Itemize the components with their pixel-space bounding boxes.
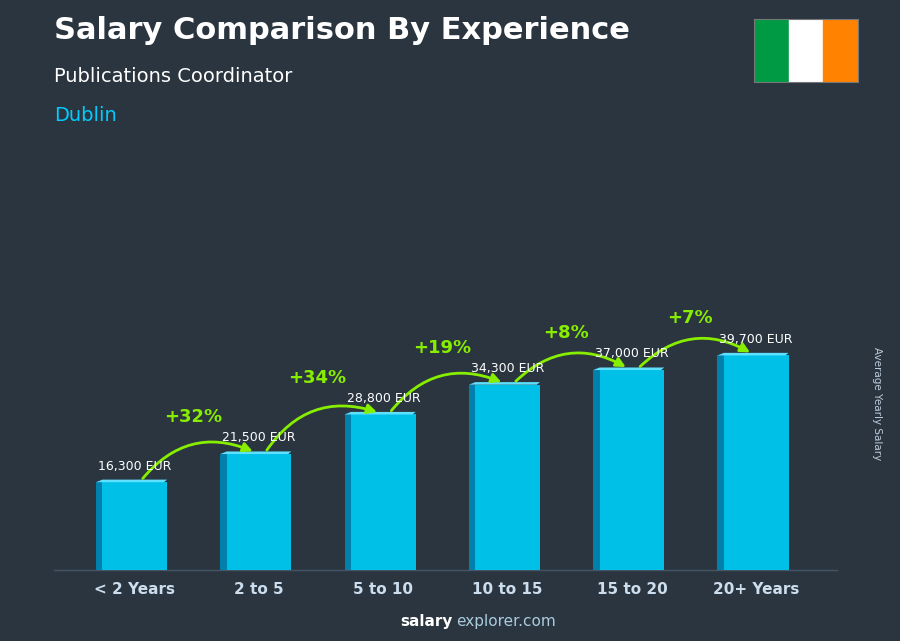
Text: 28,800 EUR: 28,800 EUR — [346, 392, 420, 405]
Text: Salary Comparison By Experience: Salary Comparison By Experience — [54, 16, 630, 45]
Text: Average Yearly Salary: Average Yearly Salary — [872, 347, 883, 460]
Polygon shape — [96, 482, 103, 570]
Text: +32%: +32% — [164, 408, 222, 426]
Polygon shape — [469, 385, 475, 570]
Polygon shape — [227, 454, 292, 570]
Polygon shape — [469, 382, 540, 385]
Polygon shape — [593, 367, 664, 370]
Text: explorer.com: explorer.com — [456, 615, 556, 629]
Polygon shape — [220, 454, 227, 570]
Bar — [754, 19, 788, 82]
Polygon shape — [599, 370, 664, 570]
Text: +34%: +34% — [288, 369, 346, 387]
Text: 16,300 EUR: 16,300 EUR — [98, 460, 172, 472]
Text: salary: salary — [400, 615, 453, 629]
Polygon shape — [724, 356, 788, 570]
Polygon shape — [96, 479, 167, 482]
Text: Publications Coordinator: Publications Coordinator — [54, 67, 292, 87]
Polygon shape — [351, 415, 416, 570]
Polygon shape — [475, 385, 540, 570]
Polygon shape — [220, 451, 292, 454]
Text: 37,000 EUR: 37,000 EUR — [595, 347, 669, 360]
Polygon shape — [103, 482, 167, 570]
Polygon shape — [345, 412, 416, 415]
Text: 34,300 EUR: 34,300 EUR — [471, 362, 544, 375]
Text: 21,500 EUR: 21,500 EUR — [222, 431, 296, 444]
Text: +19%: +19% — [413, 338, 471, 357]
Text: Dublin: Dublin — [54, 106, 117, 125]
Text: +8%: +8% — [544, 324, 589, 342]
Bar — [788, 19, 824, 82]
Polygon shape — [593, 370, 599, 570]
Bar — [824, 19, 858, 82]
Polygon shape — [717, 353, 788, 356]
Text: +7%: +7% — [668, 310, 713, 328]
Text: 39,700 EUR: 39,700 EUR — [719, 333, 793, 345]
Polygon shape — [717, 356, 724, 570]
Polygon shape — [345, 415, 351, 570]
